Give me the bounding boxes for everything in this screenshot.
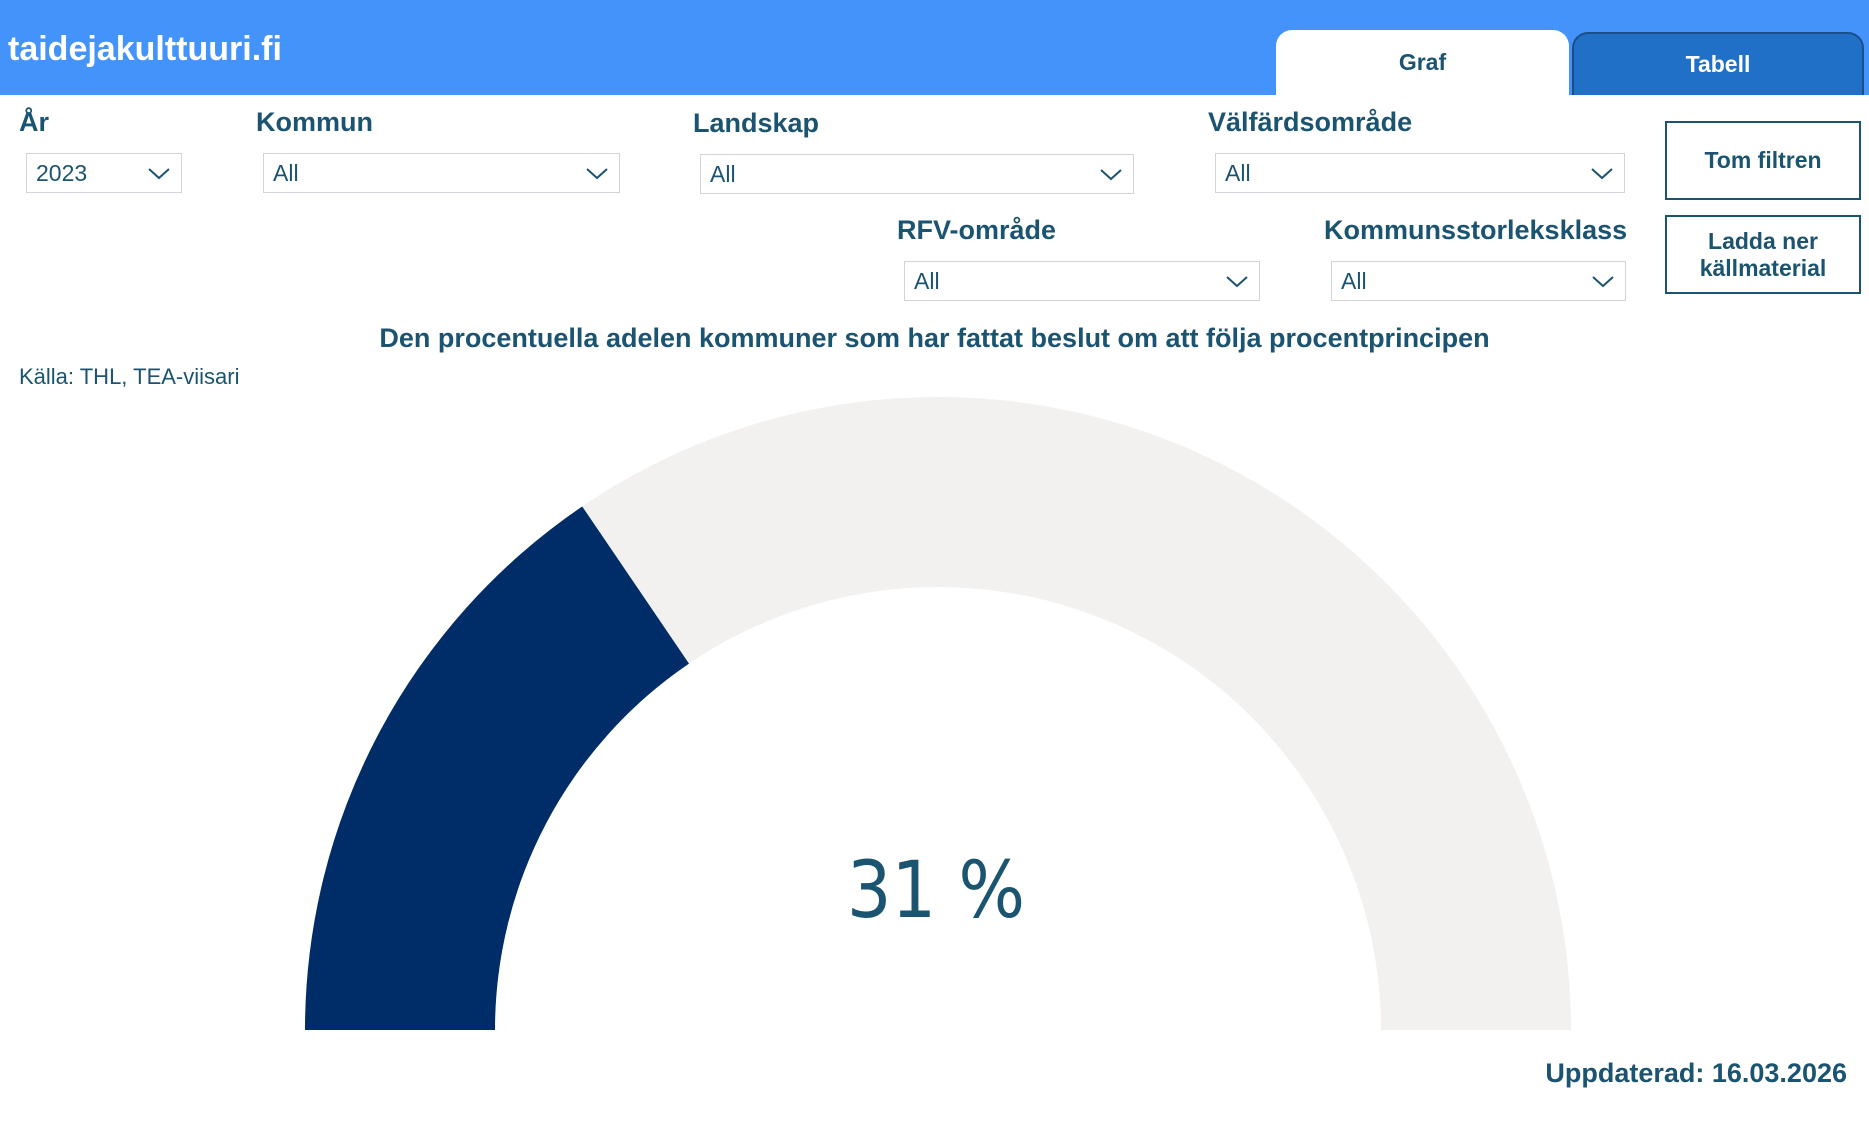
updated-date: Uppdaterad: 16.03.2026 — [1545, 1058, 1847, 1088]
wellbeing-area-filter-label: Välfärdsområde — [1208, 107, 1413, 137]
year-dropdown[interactable]: 2023 — [26, 153, 182, 193]
region-filter-label: Landskap — [693, 108, 820, 138]
tab-graf[interactable]: Graf — [1276, 30, 1569, 95]
chevron-down-icon — [1100, 169, 1122, 181]
wellbeing-area-dropdown[interactable]: All — [1215, 153, 1625, 193]
chevron-down-icon — [586, 168, 608, 180]
wellbeing-area-dropdown-value: All — [1225, 159, 1251, 186]
site-title[interactable]: taidejakulttuuri.fi — [8, 30, 282, 68]
download-label-line1: Ladda ner — [1708, 227, 1818, 254]
region-dropdown-value: All — [710, 160, 736, 187]
chevron-down-icon — [148, 168, 170, 180]
year-dropdown-value: 2023 — [36, 159, 88, 186]
clear-filters-label: Tom filtren — [1704, 147, 1822, 173]
chevron-down-icon — [1226, 276, 1248, 288]
gauge-fill — [305, 506, 689, 1030]
source-text: Källa: THL, TEA-viisari — [19, 364, 240, 389]
region-dropdown[interactable]: All — [700, 154, 1134, 194]
rfv-area-dropdown[interactable]: All — [904, 261, 1260, 301]
clear-filters-button[interactable]: Tom filtren — [1665, 121, 1861, 200]
municipality-filter-label: Kommun — [256, 107, 373, 137]
tab-tabell[interactable]: Tabell — [1572, 32, 1864, 95]
download-source-button[interactable]: Ladda ner källmaterial — [1665, 215, 1861, 294]
rfv-area-dropdown-value: All — [914, 267, 940, 294]
rfv-area-filter-label: RFV-område — [897, 215, 1057, 245]
municipality-dropdown-value: All — [273, 159, 299, 186]
download-label-line2: källmaterial — [1699, 254, 1827, 281]
size-class-filter-label: Kommunsstorleksklass — [1324, 215, 1628, 245]
chevron-down-icon — [1592, 276, 1614, 288]
size-class-dropdown[interactable]: All — [1331, 261, 1626, 301]
year-filter-label: År — [19, 107, 50, 137]
chevron-down-icon — [1591, 168, 1613, 180]
gauge-value-label: 31 % — [846, 846, 1026, 936]
municipality-dropdown[interactable]: All — [263, 153, 620, 193]
chart-title: Den procentuella adelen kommuner som har… — [379, 323, 1490, 353]
size-class-dropdown-value: All — [1341, 267, 1367, 294]
gauge-track — [305, 397, 1571, 1030]
